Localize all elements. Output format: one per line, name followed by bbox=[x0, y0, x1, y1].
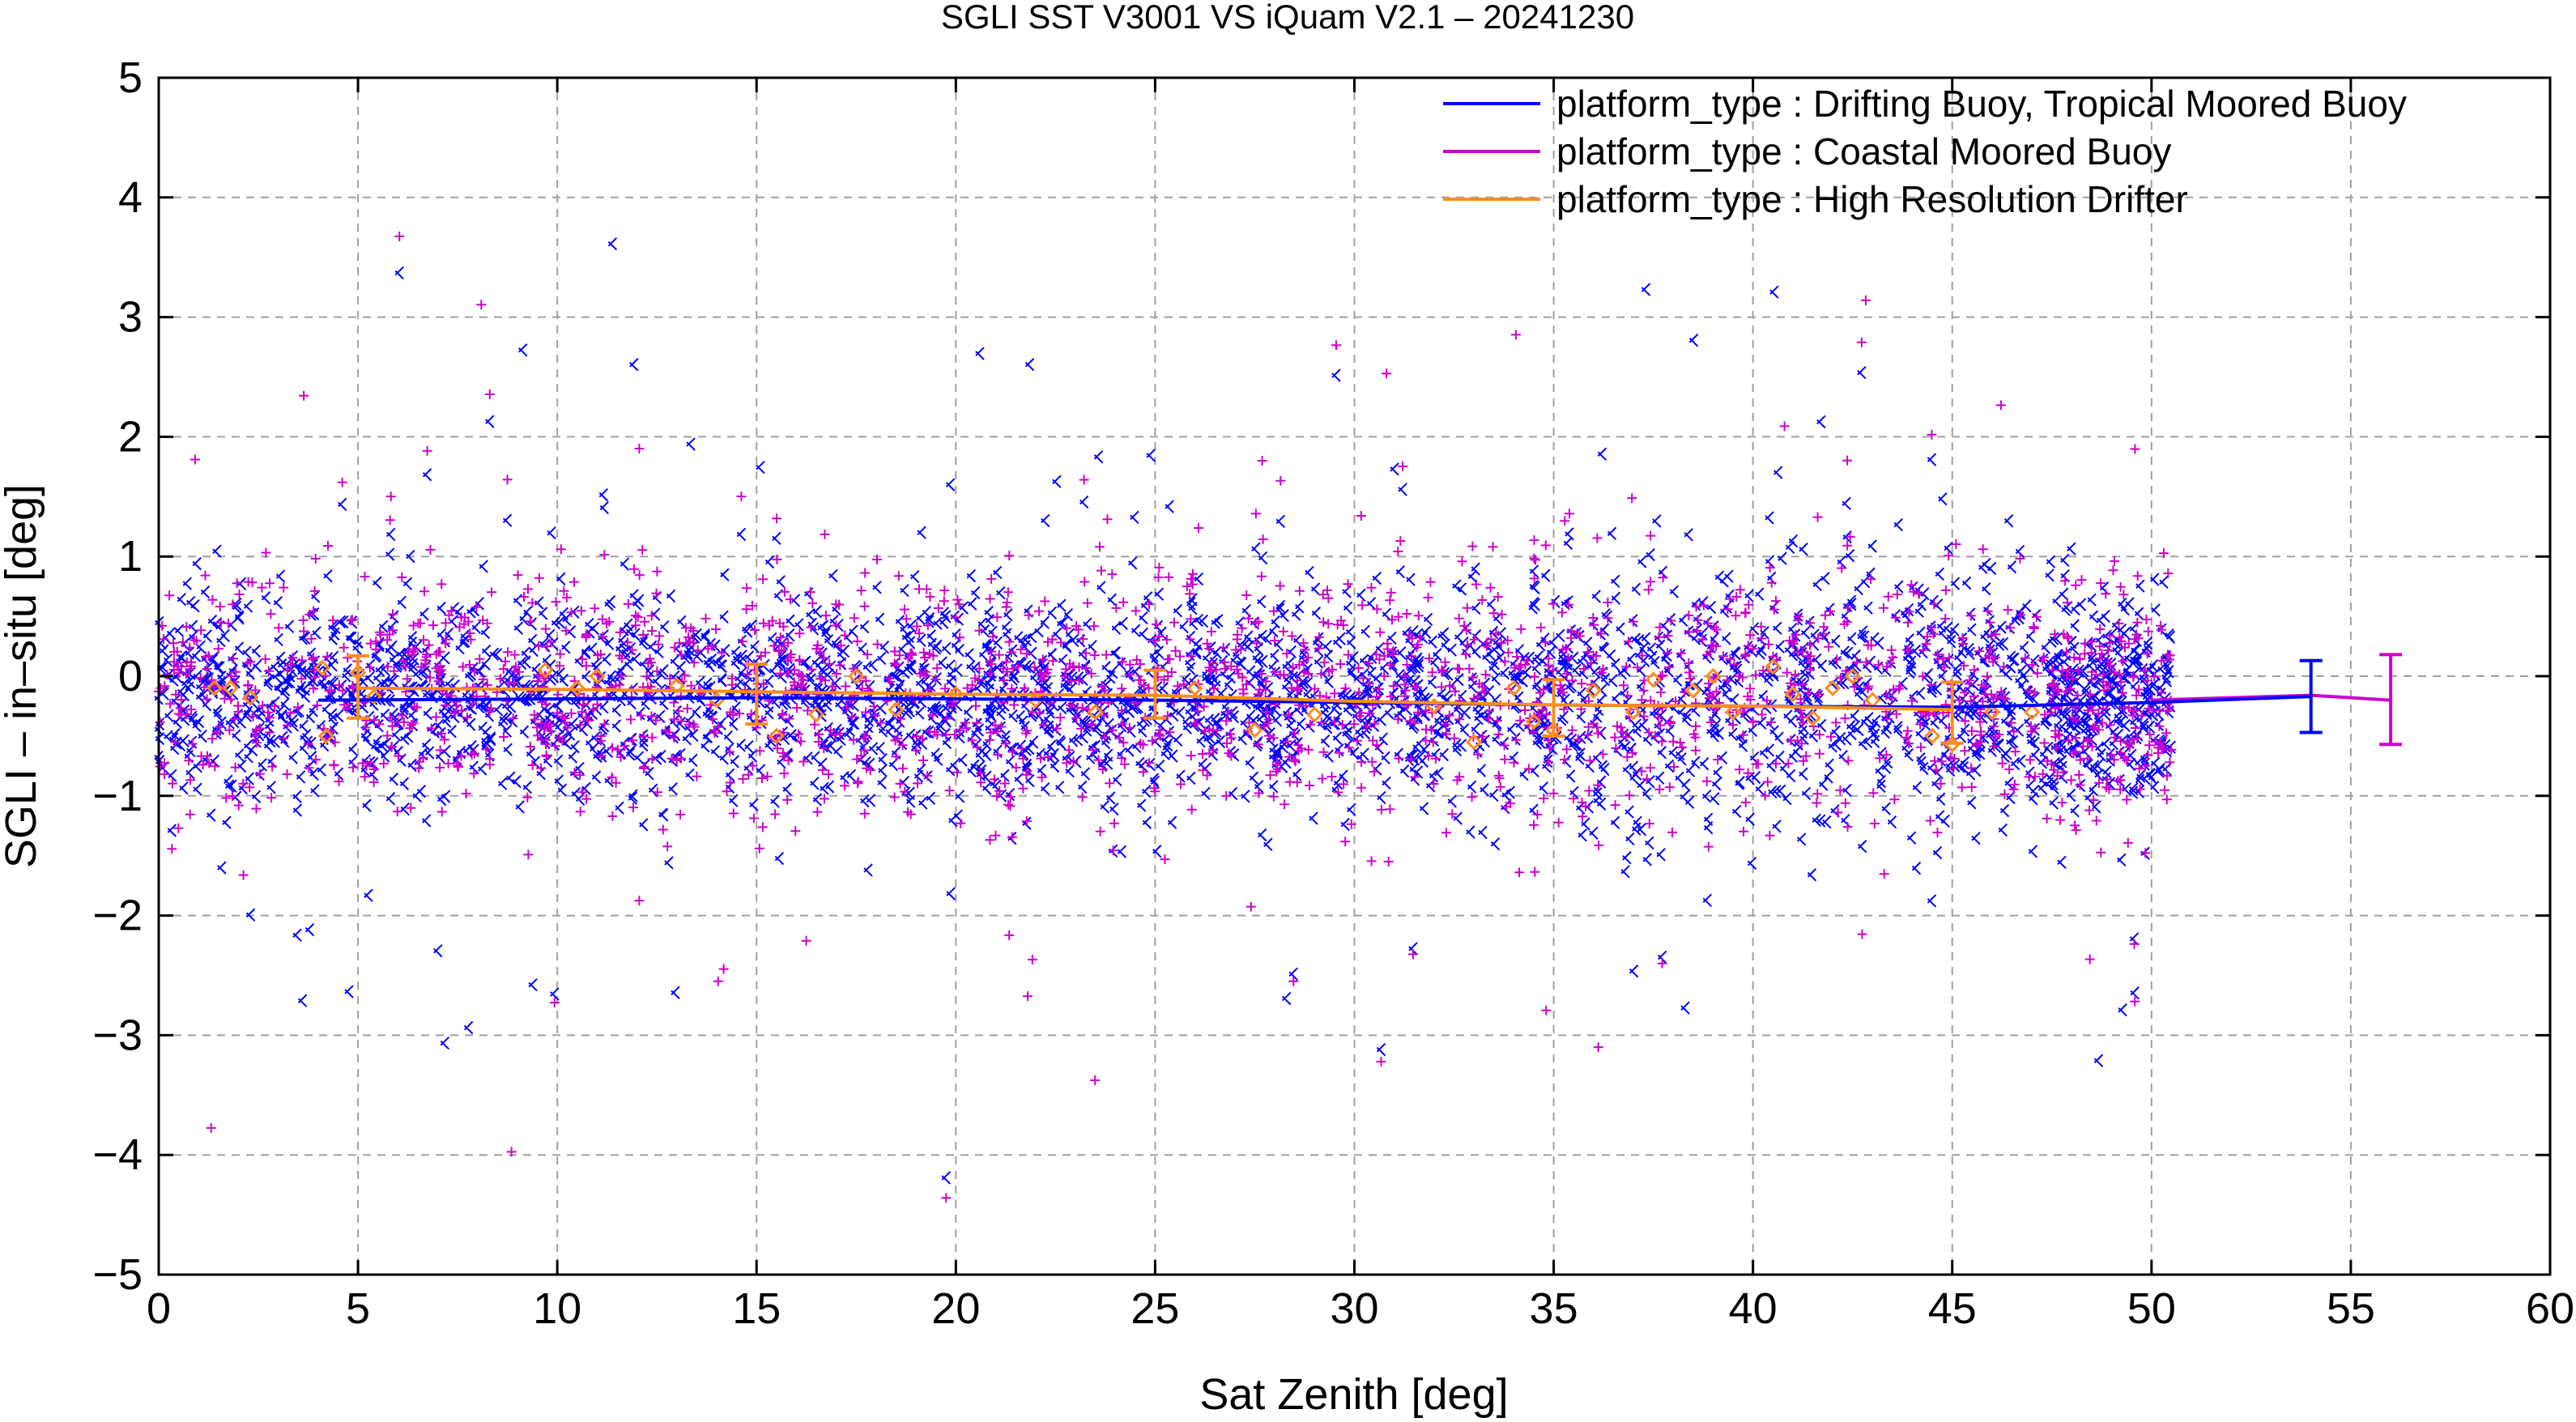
chart-title: SGLI SST V3001 VS iQuam V2.1 – 20241230 bbox=[941, 0, 1634, 36]
x-tick-label: 45 bbox=[1928, 1284, 1977, 1333]
drifter-point bbox=[1684, 682, 1701, 699]
drifter-point bbox=[848, 667, 865, 685]
drifter-point bbox=[317, 727, 334, 745]
x-tick-label: 25 bbox=[1130, 1284, 1179, 1333]
x-tick-label: 5 bbox=[346, 1284, 370, 1333]
drifter-point bbox=[313, 659, 330, 676]
error-bar-high-resolution-drifter bbox=[347, 654, 370, 720]
drifter-point bbox=[1585, 682, 1602, 699]
drifter-point bbox=[365, 688, 382, 705]
error-bar-high-resolution-drifter bbox=[745, 662, 769, 726]
drifter-point bbox=[1824, 679, 1842, 696]
y-tick-label: 2 bbox=[118, 412, 143, 461]
y-tick-label: 0 bbox=[118, 652, 143, 700]
drifter-point bbox=[1246, 722, 1263, 739]
drifter-point bbox=[807, 706, 825, 723]
x-tick-label: 0 bbox=[147, 1284, 171, 1333]
legend-entry: platform_type : High Resolution Drifter bbox=[1443, 178, 2188, 220]
legend-label: platform_type : Coastal Moored Buoy bbox=[1556, 130, 2171, 172]
legend-label: platform_type : High Resolution Drifter bbox=[1556, 178, 2188, 220]
drifter-point bbox=[1724, 704, 1742, 721]
drifter-point bbox=[537, 662, 554, 679]
drifter-point bbox=[1784, 686, 1802, 703]
x-tick-label: 30 bbox=[1330, 1284, 1378, 1333]
drifter-point bbox=[1804, 709, 1821, 726]
drifter-point bbox=[1087, 704, 1104, 721]
y-tick-label: −5 bbox=[92, 1250, 143, 1299]
drifter-point bbox=[1505, 679, 1522, 696]
drifter-point bbox=[1624, 704, 1642, 721]
y-tick-label: 4 bbox=[118, 173, 143, 222]
error-bar-high-resolution-drifter bbox=[1940, 680, 1964, 745]
drifter-point bbox=[242, 689, 259, 706]
y-tick-label: 3 bbox=[118, 293, 143, 342]
drifter-point bbox=[1186, 679, 1203, 696]
y-axis-title: SGLI – in–situ [deg] bbox=[0, 484, 45, 868]
drifter-point bbox=[222, 679, 239, 696]
x-tick-label: 20 bbox=[931, 1284, 980, 1333]
drifter-point bbox=[888, 701, 905, 718]
drifter-point bbox=[206, 679, 224, 696]
drifter-point bbox=[1983, 704, 2001, 721]
drifter-point bbox=[589, 667, 606, 685]
y-tick-label: −3 bbox=[92, 1011, 143, 1059]
drifter-point bbox=[2024, 704, 2041, 721]
drifter-point bbox=[1924, 727, 1941, 745]
drifter-point bbox=[568, 679, 585, 696]
drifter-point bbox=[1844, 667, 1861, 685]
x-tick-label: 40 bbox=[1729, 1284, 1778, 1333]
y-tick-label: −2 bbox=[92, 892, 143, 940]
x-tick-label: 60 bbox=[2526, 1284, 2574, 1333]
x-tick-label: 10 bbox=[533, 1284, 581, 1333]
y-tick-label: 5 bbox=[118, 53, 143, 102]
legend-entry: platform_type : Drifting Buoy, Tropical … bbox=[1443, 83, 2407, 125]
drifter-point bbox=[1705, 667, 1722, 685]
drifter-point bbox=[1306, 706, 1323, 723]
y-tick-label: 1 bbox=[118, 532, 143, 581]
y-tick-label: −1 bbox=[92, 772, 143, 820]
drifter-point bbox=[1466, 734, 1483, 751]
drifter-point bbox=[1525, 713, 1543, 730]
legend-label: platform_type : Drifting Buoy, Tropical … bbox=[1556, 83, 2407, 125]
error-bar-coastal-moored-buoy bbox=[2379, 653, 2403, 747]
scatter-points bbox=[154, 231, 2177, 1203]
error-bar-high-resolution-drifter bbox=[1143, 668, 1167, 720]
scatter-coastal-moored-buoy bbox=[154, 231, 2177, 1203]
y-tick-label: −4 bbox=[92, 1130, 143, 1179]
drifter-point bbox=[947, 686, 964, 703]
mean-lines bbox=[317, 653, 2403, 747]
legend: platform_type : Drifting Buoy, Tropical … bbox=[1443, 83, 2407, 220]
legend-entry: platform_type : Coastal Moored Buoy bbox=[1443, 130, 2171, 172]
x-tick-label: 35 bbox=[1530, 1284, 1578, 1333]
drifter-point bbox=[1765, 658, 1782, 675]
drifter-point bbox=[768, 727, 785, 745]
x-tick-label: 50 bbox=[2127, 1284, 2176, 1333]
x-tick-label: 15 bbox=[732, 1284, 781, 1333]
drifter-point bbox=[1645, 671, 1662, 688]
error-bar-high-resolution-drifter bbox=[1542, 678, 1565, 738]
x-tick-label: 55 bbox=[2327, 1284, 2375, 1333]
x-axis-title: Sat Zenith [deg] bbox=[1199, 1370, 1508, 1419]
error-bar-drifting-buoy bbox=[2299, 658, 2323, 734]
